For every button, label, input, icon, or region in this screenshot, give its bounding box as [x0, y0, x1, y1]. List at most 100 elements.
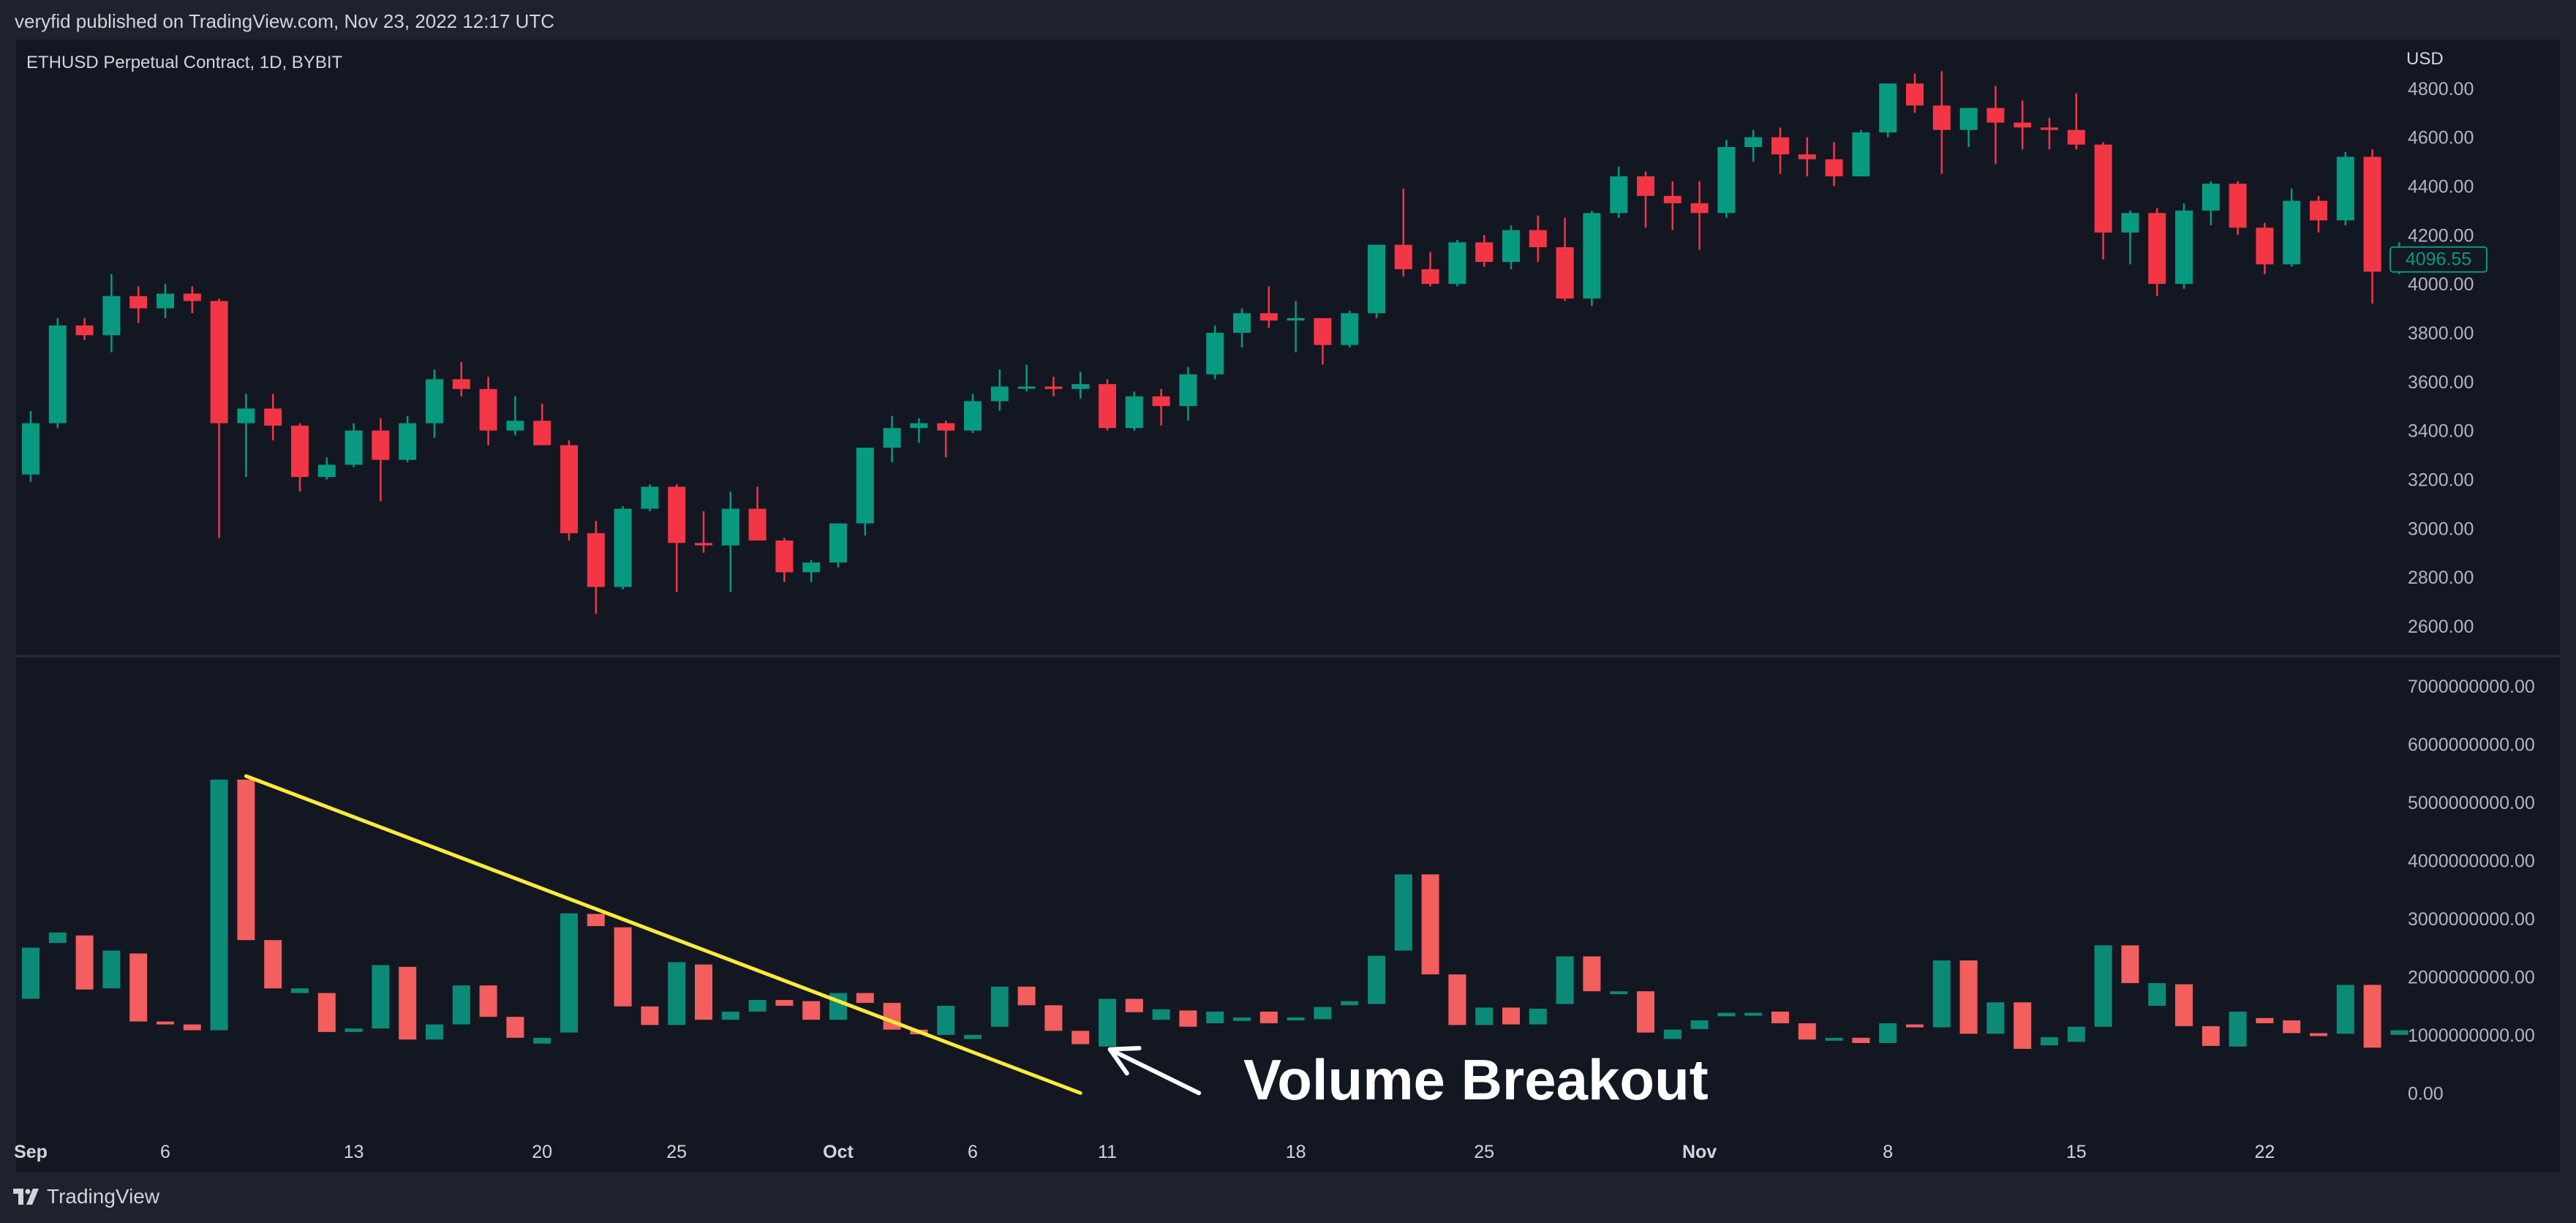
volume-bar	[48, 932, 67, 944]
candle	[48, 317, 67, 429]
candle	[426, 369, 443, 438]
candle-body	[1233, 313, 1251, 333]
volume-bar	[1663, 1029, 1681, 1039]
candle	[614, 506, 632, 590]
candle-body	[1852, 132, 1870, 177]
candle-body	[1529, 230, 1547, 248]
candle	[1610, 166, 1628, 218]
candle	[1044, 377, 1063, 396]
candle-body	[1583, 213, 1601, 299]
candle	[775, 538, 794, 582]
volume-bar	[1744, 1012, 1763, 1016]
candle	[721, 492, 739, 592]
volume-bar	[937, 1006, 955, 1035]
time-tick-label: 25	[666, 1142, 687, 1162]
candle	[479, 377, 497, 445]
volume-bar	[1099, 998, 1116, 1047]
candle-body	[1502, 230, 1520, 263]
volume-bar	[317, 993, 336, 1032]
candle	[1744, 129, 1763, 162]
candle	[695, 511, 712, 553]
candle-body	[2121, 213, 2139, 233]
candle-body	[2067, 129, 2085, 145]
volume-bar	[1529, 1009, 1547, 1025]
volume-bar	[1932, 960, 1951, 1028]
volume-bar	[22, 947, 39, 999]
volume-bar	[2256, 1017, 2274, 1023]
volume-bar	[1906, 1024, 1924, 1028]
candle-body	[1206, 332, 1224, 375]
volume-bar	[614, 927, 632, 1006]
volume-bar	[1637, 991, 1654, 1033]
candle-body	[1798, 154, 1816, 159]
candle-body	[2363, 157, 2381, 272]
volume-bar	[102, 950, 121, 989]
volume-bar	[264, 940, 282, 989]
volume-bar	[372, 965, 390, 1029]
candle	[102, 274, 121, 353]
candle-body	[2283, 200, 2301, 265]
candle-body	[372, 430, 390, 460]
candle	[1125, 391, 1143, 431]
volume-bar	[1448, 974, 1466, 1026]
volume-tick-label: 7000000000.00	[2408, 677, 2535, 697]
candle	[372, 418, 390, 502]
volume-bar	[75, 935, 94, 990]
candle-body	[102, 296, 121, 336]
candle	[291, 423, 309, 492]
time-tick-label: 20	[532, 1142, 552, 1162]
candle	[856, 447, 874, 536]
time-tick-label: 8	[1883, 1142, 1893, 1162]
time-tick-label: 13	[344, 1142, 364, 1162]
trendline[interactable]	[244, 774, 1082, 1095]
candle	[883, 415, 901, 463]
volume-tick-label: 5000000000.00	[2408, 793, 2535, 813]
candle-body	[1368, 244, 1385, 314]
candle-body	[1421, 269, 1439, 285]
volume-bar	[1717, 1012, 1736, 1017]
candle	[1717, 139, 1736, 218]
candle	[964, 394, 982, 433]
candle	[1852, 129, 1870, 177]
volume-bar	[1583, 956, 1601, 992]
candle	[1825, 142, 1843, 187]
price-tick-label: 4200.00	[2408, 225, 2474, 246]
candle-body	[1663, 195, 1681, 203]
price-tick-label: 4800.00	[2408, 79, 2474, 99]
candle	[1502, 225, 1520, 270]
tradingview-brand[interactable]: TradingView	[13, 1185, 159, 1208]
volume-pane-background	[16, 657, 2384, 1134]
candle-body	[883, 428, 901, 448]
volume-tick-label: 1000000000.00	[2408, 1026, 2535, 1046]
candle	[641, 484, 659, 511]
volume-bar	[344, 1028, 363, 1032]
candle-body	[829, 523, 847, 563]
candle-body	[1744, 137, 1763, 148]
candle	[129, 286, 148, 323]
volume-bar	[964, 1034, 982, 1039]
volume-bar	[1179, 1010, 1197, 1027]
annotation-arrow[interactable]	[1107, 1045, 1202, 1096]
candle-body	[1259, 313, 1278, 321]
candle-body	[399, 423, 417, 460]
candle	[829, 523, 847, 568]
tradingview-logo-icon	[13, 1189, 39, 1205]
candle-body	[587, 533, 605, 587]
published-header: veryfid published on TradingView.com, No…	[0, 0, 2576, 39]
candle-body	[2175, 210, 2193, 285]
published-info: veryfid published on TradingView.com, No…	[15, 10, 555, 32]
candle	[1798, 137, 1816, 177]
candle	[2363, 149, 2381, 304]
arrow-shaft	[1107, 1047, 1202, 1096]
candle	[22, 410, 39, 482]
volume-series	[22, 779, 2409, 1049]
time-tick-label: 11	[1098, 1142, 1117, 1162]
candle-body	[964, 401, 982, 431]
price-tick-label: 2600.00	[2408, 617, 2474, 637]
candle-body	[452, 379, 470, 389]
annotation-text[interactable]: Volume Breakout	[1243, 1047, 1709, 1112]
volume-bar	[1259, 1012, 1278, 1023]
candle-body	[1717, 147, 1736, 214]
candle	[2229, 181, 2247, 236]
